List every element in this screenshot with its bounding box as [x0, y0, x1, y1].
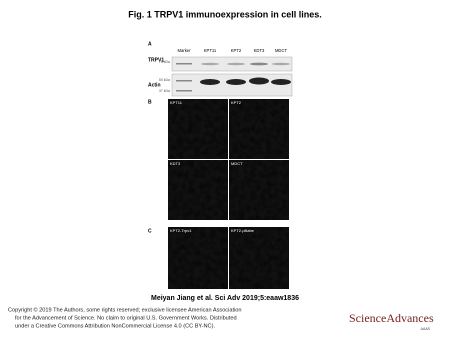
publisher: AAAS — [421, 327, 431, 331]
lane-label: Marker — [177, 48, 191, 53]
micrograph-texture — [168, 227, 228, 289]
panel-label: A — [148, 41, 152, 47]
copyright: Copyright © 2019 The Authors, some right… — [8, 306, 241, 329]
micrograph-texture — [168, 160, 228, 220]
lane-label: MDCT — [275, 48, 288, 53]
micrograph-texture — [229, 227, 289, 289]
image-label: KPT11 — [170, 100, 183, 105]
micrograph-texture — [229, 99, 289, 159]
copyright-line: Copyright © 2019 The Authors, some right… — [8, 306, 241, 313]
figure: A Marker KPT11 KPT2 KDT3 MDCT TRPV1 75 kDa A… — [148, 41, 293, 289]
citation: Meiyan Jiang et al. Sci Adv 2019;5:eaaw1… — [151, 295, 299, 302]
image-label: KDT3 — [170, 161, 181, 166]
logo: ScienceAdvances — [349, 311, 434, 325]
micrograph-texture — [229, 160, 289, 220]
lane-label: KPT11 — [204, 48, 217, 53]
image-label: KPT2-pBabe — [231, 228, 255, 233]
image-label: KPT2-Trpv1 — [170, 228, 192, 233]
micrograph-texture — [168, 99, 228, 159]
lane-label: KPT2 — [231, 48, 242, 53]
row-label: TRPV1 — [148, 57, 164, 63]
panel-label: B — [148, 99, 152, 105]
row-label: Actin — [148, 82, 161, 88]
marker-label: 50 kDa — [159, 78, 170, 82]
blot-strip — [171, 73, 293, 97]
title: Fig. 1 TRPV1 immunoexpression in cell li… — [128, 9, 322, 19]
copyright-line: under a Creative Commons Attribution Non… — [15, 323, 215, 329]
copyright-line: for the Advancement of Science. No claim… — [15, 315, 237, 321]
panel-label: C — [148, 228, 152, 234]
lane-label: KDT3 — [254, 48, 265, 53]
marker-label: 37 kDa — [159, 89, 170, 93]
image-label: KPT2 — [231, 100, 242, 105]
marker-label: 75 kDa — [159, 60, 170, 64]
image-label: MDCT — [231, 161, 243, 166]
bands — [176, 62, 291, 92]
